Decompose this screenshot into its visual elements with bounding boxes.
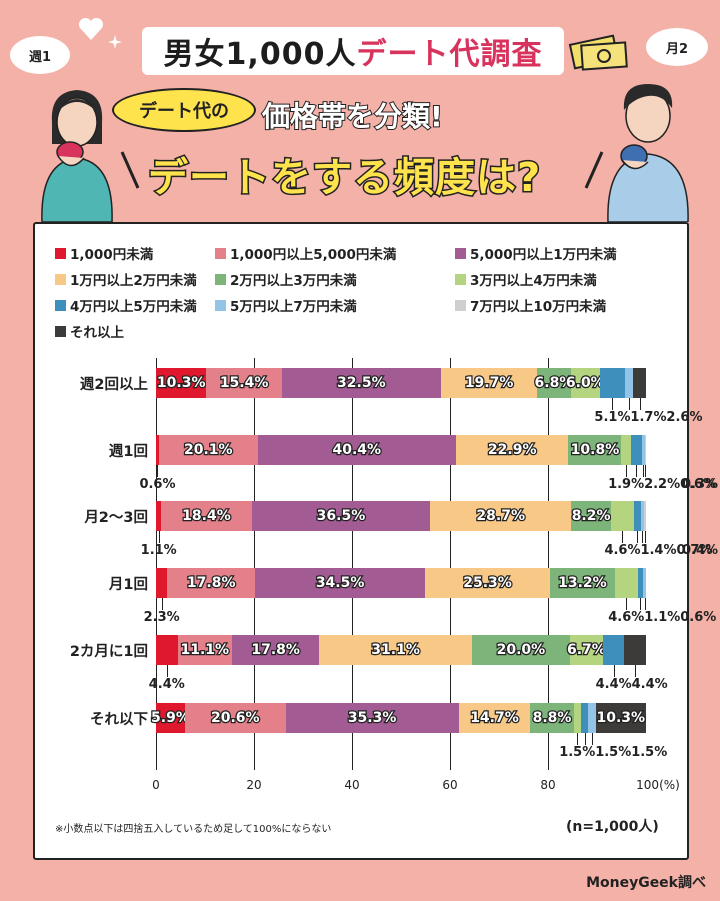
bubble-left-text: 週1 <box>28 49 52 65</box>
title-part1: 男女1,000人 <box>163 37 357 72</box>
chart-legend: 1,000円未満 1,000円以上5,000円未満 5,000円以上1万円未満 1万円… <box>55 243 675 353</box>
legend-label: 5,000円以上1万円未満 <box>470 247 617 263</box>
legend-label: 7万円以上10万円未満 <box>470 299 607 315</box>
legend-swatch <box>455 273 466 285</box>
legend-item: 5万円以上7万円未満 <box>215 295 357 315</box>
legend-label: 1万円以上2万円未満 <box>70 273 197 289</box>
legend-item: 3万円以上4万円未満 <box>455 269 597 289</box>
legend-swatch <box>215 299 226 311</box>
legend-label: 5万円以上7万円未満 <box>230 299 357 315</box>
subtitle-tag-text: デート代の <box>139 101 229 122</box>
title-part2: デート代調査 <box>356 37 543 72</box>
sparkle-icon <box>108 34 122 53</box>
legend-label: それ以上 <box>70 325 124 341</box>
legend-label: 1,000円未満 <box>70 247 154 263</box>
chart-panel <box>33 222 689 860</box>
legend-swatch <box>55 299 66 311</box>
legend-item: 4万円以上5万円未満 <box>55 295 197 315</box>
legend-swatch <box>455 247 466 259</box>
source-credit: MoneyGeek調べ <box>586 875 706 891</box>
legend-swatch <box>55 325 66 337</box>
legend-item: 7万円以上10万円未満 <box>455 295 606 315</box>
sample-size: (n=1,000人) <box>566 819 659 835</box>
legend-swatch <box>215 273 226 285</box>
legend-item: 2万円以上3万円未満 <box>215 269 357 289</box>
subtitle-line1: 価格帯を分類! <box>261 99 444 134</box>
legend-swatch <box>215 247 226 259</box>
subtitle-tag: デート代の <box>112 88 256 132</box>
legend-label: 2万円以上3万円未満 <box>230 273 357 289</box>
legend-label: 4万円以上5万円未満 <box>70 299 197 315</box>
slash-right-decor <box>584 150 604 194</box>
legend-label: 3万円以上4万円未満 <box>470 273 597 289</box>
page-title: 男女1,000人 デート代調査 <box>142 27 564 75</box>
woman-illustration <box>30 82 125 226</box>
heart-icon <box>76 14 106 48</box>
thought-bubble-left: 週1 <box>10 36 70 74</box>
legend-item: 1万円以上2万円未満 <box>55 269 197 289</box>
bubble-right-text: 月2 <box>665 41 689 57</box>
slash-left-decor <box>120 150 140 194</box>
legend-item: それ以上 <box>55 321 124 341</box>
legend-item: 1,000円以上5,000円未満 <box>215 243 396 263</box>
money-icon <box>568 28 632 78</box>
thought-bubble-right: 月2 <box>646 28 708 66</box>
legend-item: 5,000円以上1万円未満 <box>455 243 617 263</box>
legend-label: 1,000円以上5,000円未満 <box>230 247 397 263</box>
man-illustration <box>600 72 695 226</box>
legend-item: 1,000円未満 <box>55 243 153 263</box>
subtitle-line2: デートをする頻度は? <box>146 154 542 203</box>
legend-swatch <box>55 273 66 285</box>
legend-swatch <box>455 299 466 311</box>
legend-swatch <box>55 247 66 259</box>
chart-note: ※小数点以下は四捨五入しているため足して100%にならない <box>55 824 332 835</box>
